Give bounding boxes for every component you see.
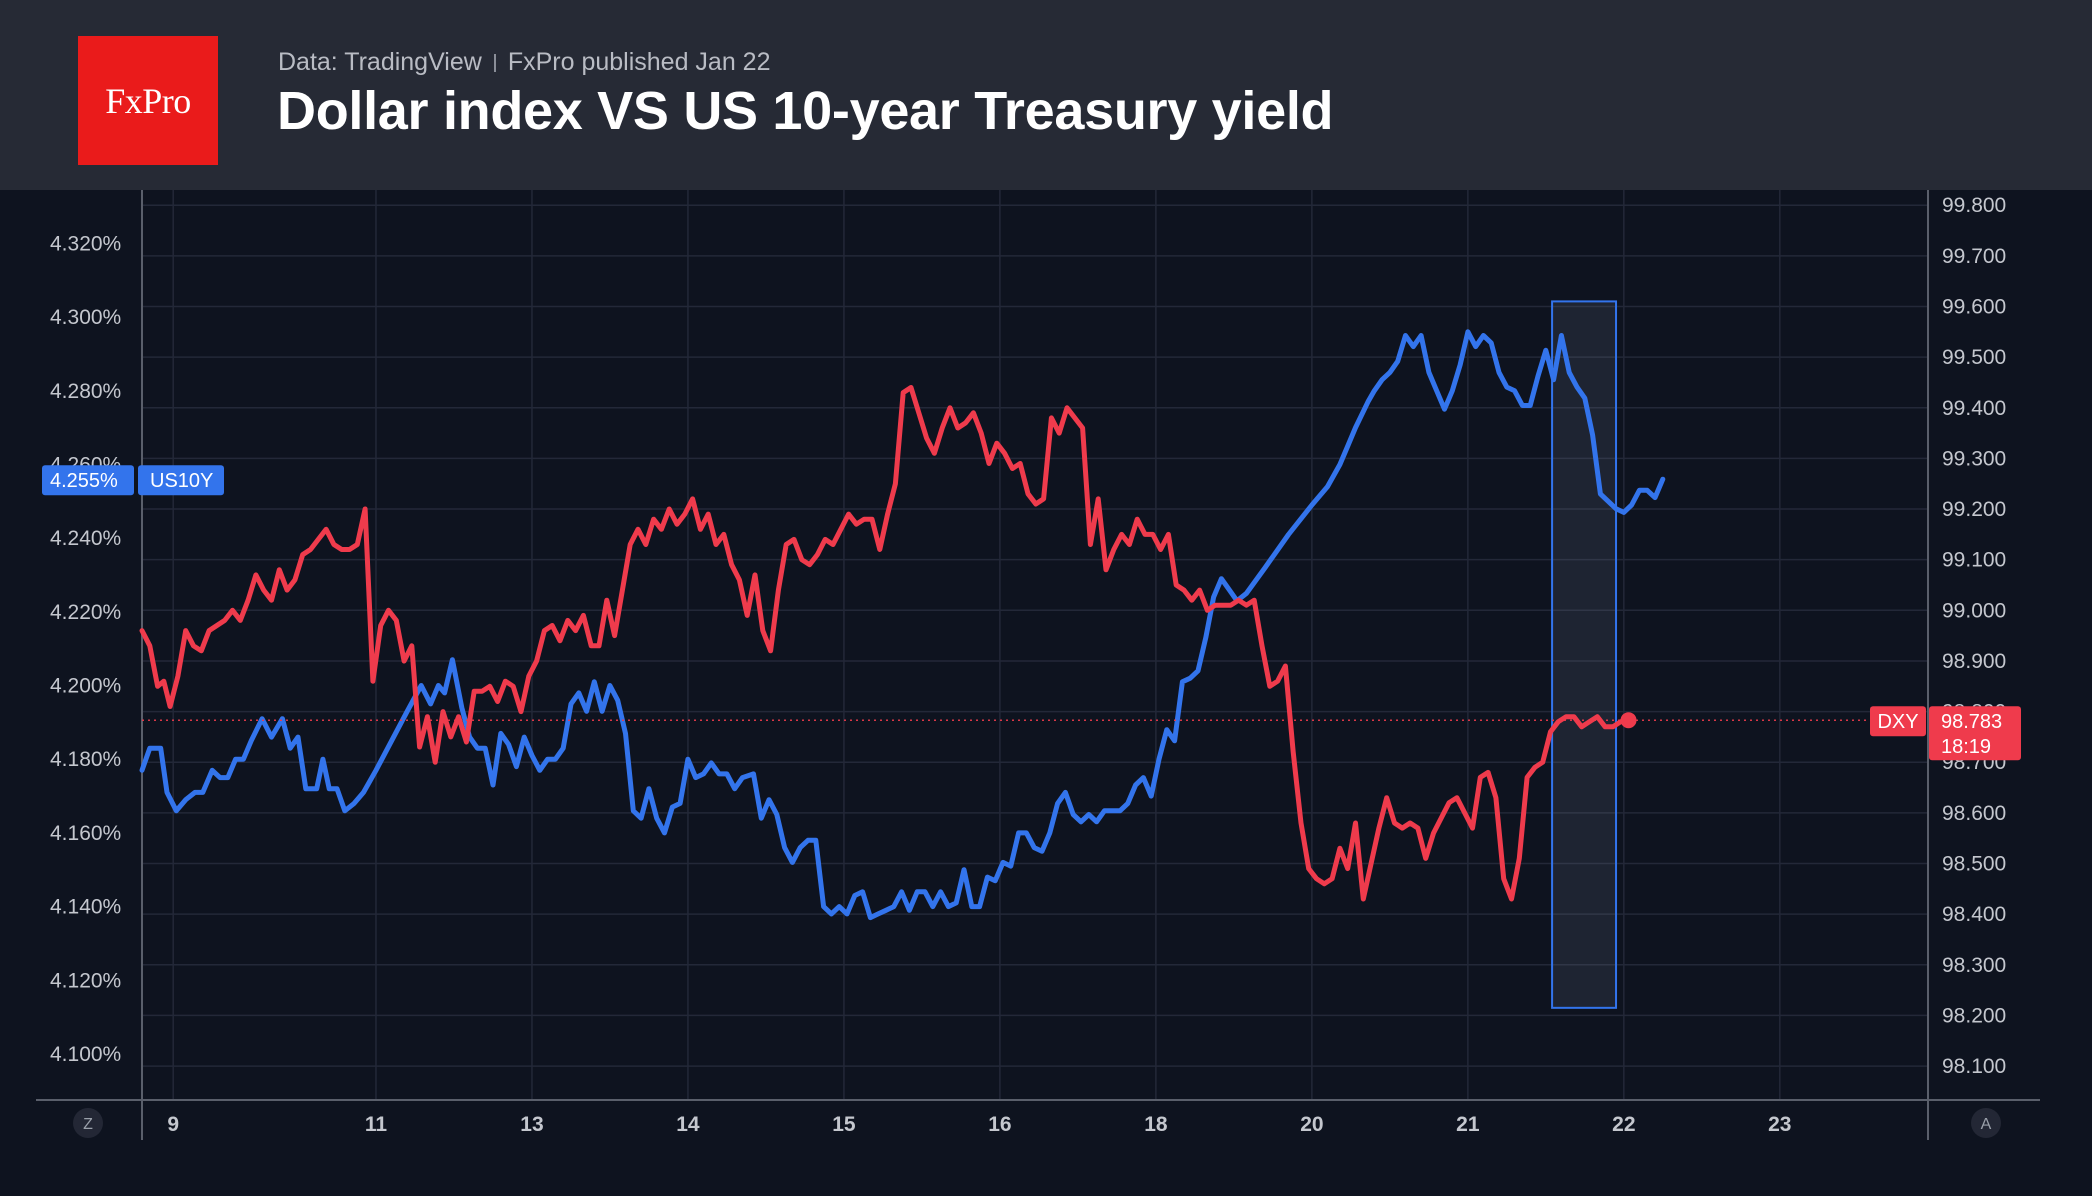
price-tags: DXY 98.783 18:19 4.255% US10Y	[42, 465, 2021, 761]
dxy-countdown-label: 18:19	[1941, 736, 1991, 758]
left-scale-button-label[interactable]: Z	[83, 1116, 93, 1133]
left-scale-button-bg[interactable]	[73, 1108, 103, 1138]
x-tick-label: 9	[167, 1113, 179, 1136]
right-axis-ticks: 98.100 98.200 98.300 98.400 98.500 98.600 98.7…	[1942, 194, 2006, 1078]
right-tick-label: 98.100	[1942, 1055, 2006, 1078]
x-tick-label: 11	[365, 1113, 388, 1136]
left-scale-button[interactable]: Z	[73, 1108, 103, 1138]
auto-scale-button-label[interactable]: A	[1981, 1116, 1992, 1133]
right-tick-label: 99.200	[1942, 498, 2006, 521]
series-line-us10y	[139, 329, 1666, 921]
right-tick-label: 98.400	[1942, 903, 2006, 926]
left-tick-label: 4.240%	[50, 527, 121, 550]
right-tick-label: 99.600	[1942, 295, 2006, 318]
published-date: FxPro published Jan 22	[507, 48, 771, 76]
left-tick-label: 4.280%	[50, 380, 121, 403]
right-tick-label: 98.900	[1942, 650, 2006, 673]
us10y-name-label: US10Y	[150, 470, 213, 492]
x-axis-ticks: 9 11 13 14 15 16 18 20 21 22 23	[167, 1113, 1791, 1136]
x-tick-label: 14	[676, 1113, 700, 1136]
us10y-value-label: 4.255%	[50, 470, 118, 492]
right-tick-label: 99.000	[1942, 599, 2006, 622]
highlight-region	[1551, 300, 1618, 1009]
x-tick-label: 22	[1612, 1113, 1635, 1136]
dxy-price-tag	[1929, 706, 2021, 761]
meta-separator	[493, 53, 496, 72]
right-tick-label: 99.800	[1942, 194, 2006, 217]
left-tick-label: 4.140%	[50, 896, 121, 919]
auto-scale-button-bg[interactable]	[1971, 1108, 2001, 1138]
fxpro-logo: FxPro	[78, 36, 218, 165]
x-tick-label: 21	[1456, 1113, 1480, 1136]
right-tick-label: 98.600	[1942, 802, 2006, 825]
left-tick-label: 4.300%	[50, 306, 121, 329]
dxy-price-label: 98.783	[1941, 711, 2002, 733]
right-tick-label: 99.100	[1942, 549, 2006, 572]
right-tick-label: 99.400	[1942, 397, 2006, 420]
auto-scale-button[interactable]: A	[1971, 1108, 2001, 1138]
left-tick-label: 4.220%	[50, 601, 121, 624]
dxy-name-tag	[1870, 706, 1926, 737]
x-tick-label: 23	[1768, 1113, 1791, 1136]
dxy-last-point	[1620, 712, 1637, 729]
x-tick-label: 13	[520, 1113, 543, 1136]
right-tick-label: 99.300	[1942, 447, 2006, 470]
left-axis-ticks: 4.100% 4.120% 4.140% 4.160% 4.180% 4.200% 4.22…	[50, 232, 121, 1066]
x-tick-label: 15	[832, 1113, 856, 1136]
series-lines	[139, 329, 1666, 921]
us10y-name-tag	[138, 465, 224, 496]
source-line: Data: TradingView FxPro published Jan 22	[278, 48, 771, 77]
right-tick-label: 98.300	[1942, 954, 2006, 977]
highlight-box	[1551, 300, 1618, 1009]
header-bar: FxPro Data: TradingView FxPro published …	[0, 0, 2092, 190]
left-tick-label: 4.160%	[50, 822, 121, 845]
left-tick-label: 4.200%	[50, 675, 121, 698]
left-tick-label: 4.320%	[50, 232, 121, 255]
series-line-dxy	[139, 385, 1631, 902]
left-tick-label: 4.120%	[50, 969, 121, 992]
left-tick-label: 4.180%	[50, 748, 121, 771]
chart-axes	[36, 190, 2040, 1140]
data-source: Data: TradingView	[278, 48, 482, 76]
us10y-value-tag	[42, 465, 134, 496]
right-tick-label: 98.200	[1942, 1004, 2006, 1027]
x-tick-label: 16	[988, 1113, 1011, 1136]
right-tick-label: 99.700	[1942, 245, 2006, 268]
dxy-name-label: DXY	[1877, 711, 1918, 733]
x-tick-label: 20	[1300, 1113, 1323, 1136]
right-tick-label: 99.500	[1942, 346, 2006, 369]
right-tick-label: 98.500	[1942, 853, 2006, 876]
chart-title: Dollar index VS US 10-year Treasury yiel…	[277, 81, 1334, 141]
left-tick-label: 4.100%	[50, 1043, 121, 1066]
x-tick-label: 18	[1144, 1113, 1168, 1136]
